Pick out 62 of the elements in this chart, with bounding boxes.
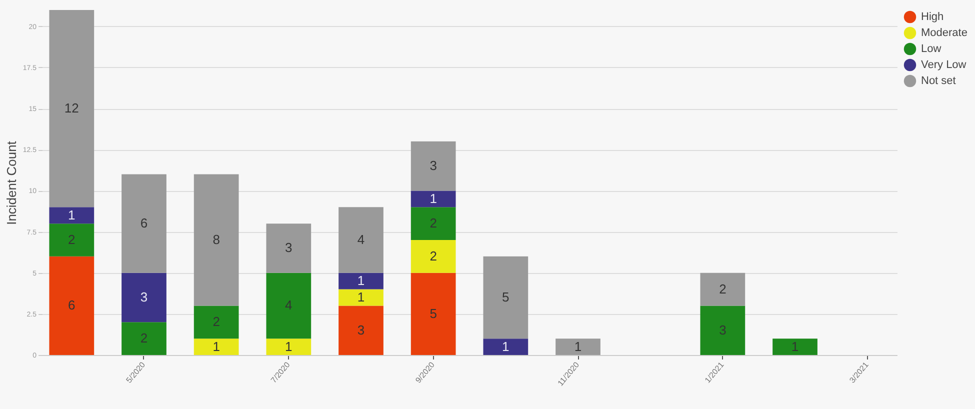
bar: [410, 272, 456, 355]
data-label: 3: [140, 290, 148, 304]
bar: [338, 306, 384, 355]
data-label: 5: [502, 290, 510, 304]
data-label: 3: [357, 322, 365, 338]
bar: [194, 338, 239, 355]
bar: [772, 338, 818, 355]
bar: [266, 338, 312, 355]
bar: [338, 289, 384, 306]
data-label: 1: [68, 207, 76, 222]
legend-label: Not set: [921, 75, 956, 87]
data-label: 1: [285, 338, 292, 354]
data-label: 12: [64, 100, 79, 116]
data-label: 6: [140, 216, 148, 231]
data-label: 2: [140, 330, 148, 346]
data-label: 3: [719, 322, 726, 338]
data-label: 2: [212, 314, 220, 330]
bar: [410, 190, 456, 208]
legend-label: Moderate: [921, 27, 968, 39]
bar: [410, 207, 456, 240]
data-label: 8: [212, 232, 220, 247]
data-label: 1: [502, 338, 510, 354]
bar: [122, 322, 166, 355]
bar: [266, 224, 312, 273]
bar: [49, 10, 94, 208]
bar: [266, 272, 312, 339]
legend-label: Very Low: [921, 59, 966, 71]
y-axis-title: Incident Count: [4, 140, 19, 225]
data-label: 6: [68, 298, 76, 313]
bar: [410, 240, 456, 273]
data-label: 4: [285, 298, 292, 313]
data-label: 1: [791, 338, 799, 354]
bar: [49, 256, 94, 355]
data-label: 2: [719, 281, 726, 296]
bar: [700, 272, 746, 306]
bar: [338, 207, 384, 273]
data-label: 4: [357, 232, 365, 247]
data-label: 1: [212, 338, 220, 354]
bar: [483, 338, 528, 355]
data-label: 5: [430, 306, 437, 321]
legend-label: High: [921, 11, 944, 23]
data-label: 2: [430, 248, 437, 264]
data-label: 1: [357, 273, 365, 288]
bar: [49, 224, 94, 256]
data-label: 2: [68, 232, 76, 247]
bar: [194, 306, 239, 339]
data-label: 3: [285, 240, 292, 256]
data-label: 1: [357, 290, 365, 304]
data-label: 1: [574, 338, 582, 354]
data-label: 1: [430, 190, 437, 206]
legend-label: Low: [921, 43, 942, 55]
bar: [700, 306, 746, 355]
data-label: 3: [430, 158, 437, 174]
bar: [483, 256, 528, 339]
bar: [556, 338, 600, 355]
bar: [122, 272, 166, 322]
data-label: 2: [430, 216, 437, 231]
bar: [338, 272, 384, 290]
bar: [49, 207, 94, 224]
bar: [194, 174, 239, 306]
bar: [410, 141, 456, 191]
bar: [122, 174, 166, 273]
